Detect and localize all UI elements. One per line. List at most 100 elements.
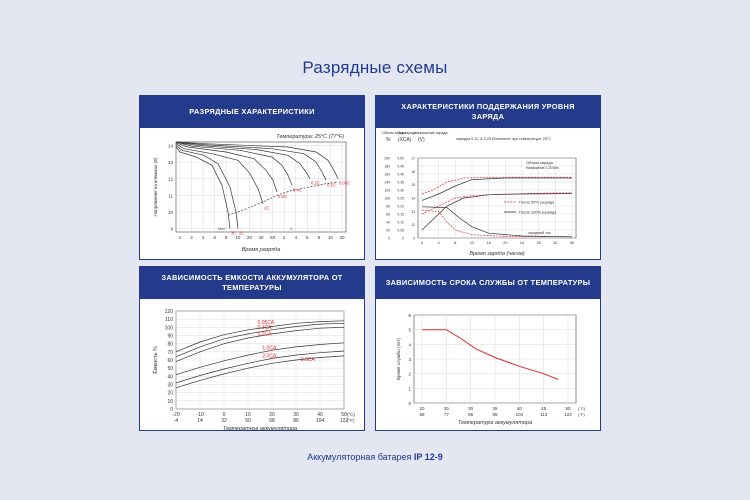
discharge-curve-1C [175,143,264,204]
y-tick-label: 4 [408,342,411,347]
y-tick-label: 10 [168,210,174,215]
y-tick-label: 0 [170,407,173,413]
x-tick-label: 1 [179,235,182,240]
x-tick-label-c: 40 [517,406,523,411]
voltage-curve-100 [421,177,572,201]
axis-header-voltage: Напряжение заряда [414,131,447,135]
x-tick-label: 6 [306,235,309,240]
x-tick-label: 20 [247,235,253,240]
x-tick-label-c: -20 [172,412,179,418]
panel-discharge-title: РАЗРЯДНЫЕ ХАРАКТЕРИСТИКИ [140,96,364,128]
x-tick-label-f: 104 [316,418,325,424]
x-tick-label: 2 [190,235,193,240]
x-tick-label-c: 10 [245,412,251,418]
x-unit-label: Ч [290,227,293,231]
current-curve-50 [421,209,573,238]
x-axis-title: Температура аккумулятора [223,426,297,431]
capacity-tick-label: 40 [386,221,390,225]
x-tick-label: 4 [438,241,440,245]
voltage-tick-label: 15 [411,183,415,187]
capacity-curve-0.05CA [175,320,345,353]
x-tick-label: 20 [503,241,507,245]
series-label: 2.0CA [262,354,277,360]
x-tick-label: 8 [225,235,228,240]
capacity-tick-label: 120 [384,189,390,193]
y-tick-label: 80 [167,342,173,348]
discharge-curve-0.6C [175,142,278,193]
panel-capacity: ЗАВИСИМОСТЬ ЕМКОСТИ АККУМУЛЯТОРА ОТ ТЕМП… [139,266,365,431]
y-tick-label: 2 [408,372,411,377]
x-tick-label-c: 20 [269,412,275,418]
x-tick-label-c: 35 [492,406,498,411]
y-tick-label: 14 [168,143,174,148]
panel-service-life-title: ЗАВИСИМОСТЬ СРОКА СЛУЖБЫ ОТ ТЕМПЕРАТУРЫ [376,267,600,299]
series-label: 0.1C [327,182,336,187]
x-tick-label: 4 [202,235,205,240]
x-axis-title: Время разряда [242,247,281,253]
x-tick-label-c: 50 [565,406,571,411]
current-tick-label: 0.50 [397,157,404,161]
x-tick-label: 24 [520,241,524,245]
series-label: 0.05C [339,181,350,186]
y-tick-label: 50 [167,366,173,372]
capacity-chart: 0102030405060708090100110120-20-4-101403… [152,309,356,431]
footer-prefix: Аккумуляторная батарея [307,452,412,462]
x-tick-label-f: 68 [269,418,275,424]
y-axis-title: Время службы (лет) [396,337,401,380]
y-tick-label: 12 [168,177,174,182]
x-tick-label-f: 32 [221,418,227,424]
capacity-tick-label: 140 [384,181,390,185]
x-tick-label: 10 [328,235,334,240]
x-unit-f: (°F) [578,412,585,417]
x-tick-label-c: 0 [223,412,226,418]
x-tick-label-f: 104 [516,412,524,417]
x-tick-label-f: -4 [174,418,179,424]
axis-header-capacity: Объем заряда [382,131,406,135]
voltage-curve-50 [421,176,572,195]
axis-header-capacity-unit: % [386,137,391,143]
discharge-curve-0.4C [175,141,293,186]
capacity-curve-1.0CA [175,342,345,376]
discharge-curve-0.05C [175,141,339,179]
current-tick-label: 0.30 [397,189,404,193]
cutoff-voltage-line [227,181,339,216]
x-tick-label-f: 95 [492,412,498,417]
temperature-annotation: Температура: 25°C (77°F) [276,134,344,140]
x-tick-label: 40 [258,235,264,240]
x-tick-label-f: 14 [197,418,203,424]
x-tick-label-f: 122 [340,418,349,424]
legend-label-100: После 100% разряда [519,211,557,215]
capacity-tick-label: 0 [388,237,390,241]
capacity-curve-3.0CA [175,355,345,389]
x-unit-label: Мин [218,227,225,231]
discharge-curve-3C [175,146,231,229]
curve-label-current: зарядный ток [528,231,551,235]
discharge-curve-2C [175,145,239,229]
x-tick-label: 4 [294,235,297,240]
voltage-tick-label: 14 [411,197,415,201]
x-tick-label-f: 68 [419,412,425,417]
x-tick-label-f: 86 [468,412,474,417]
y-tick-label: 70 [167,350,173,356]
voltage-tick-label: 16 [411,170,415,174]
voltage-tick-label: 13 [411,210,415,214]
current-tick-label: 0.40 [397,173,404,177]
capacity-tick-label: 80 [386,205,390,209]
y-tick-label: 0 [408,401,411,406]
series-label: 0.2C [311,181,320,186]
y-tick-label: 20 [167,391,173,397]
x-tick-label: 32 [553,241,557,245]
service-life-curve [422,329,559,380]
y-tick-label: 90 [167,334,173,340]
x-tick-label-f: 122 [564,412,572,417]
series-label: 0.1CA [258,325,273,331]
series-label: 0.4C [293,187,302,192]
series-label: 0.05CA [258,320,275,326]
curve-label-voltage: Напряжение 2,25 В/эл [526,166,559,170]
capacity-tick-label: 60 [386,213,390,217]
curve-label-capacity: Объем заряда [526,160,554,165]
capacity-curve-0.1CA [175,322,345,358]
y-tick-label: 11 [168,193,173,198]
footer-caption: Аккумуляторная батарея IP 12-9 [0,452,750,462]
current-tick-label: 0.45 [397,165,404,169]
